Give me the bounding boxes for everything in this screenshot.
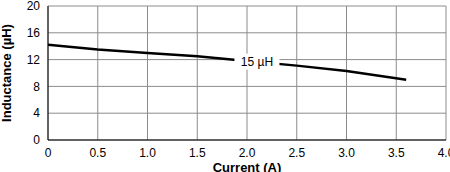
svg-text:20: 20 (27, 0, 41, 13)
svg-text:15 µH: 15 µH (241, 55, 273, 69)
svg-text:3.0: 3.0 (338, 146, 355, 160)
svg-text:4.0: 4.0 (438, 146, 450, 160)
svg-text:Current (A): Current (A) (213, 160, 282, 172)
svg-text:3.5: 3.5 (388, 146, 405, 160)
svg-text:12: 12 (27, 53, 41, 67)
svg-text:1.0: 1.0 (139, 146, 156, 160)
svg-text:0: 0 (45, 146, 52, 160)
svg-text:Inductance (µH): Inductance (µH) (0, 24, 14, 122)
svg-text:2.5: 2.5 (288, 146, 305, 160)
svg-text:2.0: 2.0 (239, 146, 256, 160)
svg-text:16: 16 (27, 26, 41, 40)
svg-text:1.5: 1.5 (189, 146, 206, 160)
svg-text:4: 4 (33, 106, 40, 120)
svg-text:0.5: 0.5 (89, 146, 106, 160)
svg-text:8: 8 (33, 80, 40, 94)
svg-text:0: 0 (33, 133, 40, 147)
